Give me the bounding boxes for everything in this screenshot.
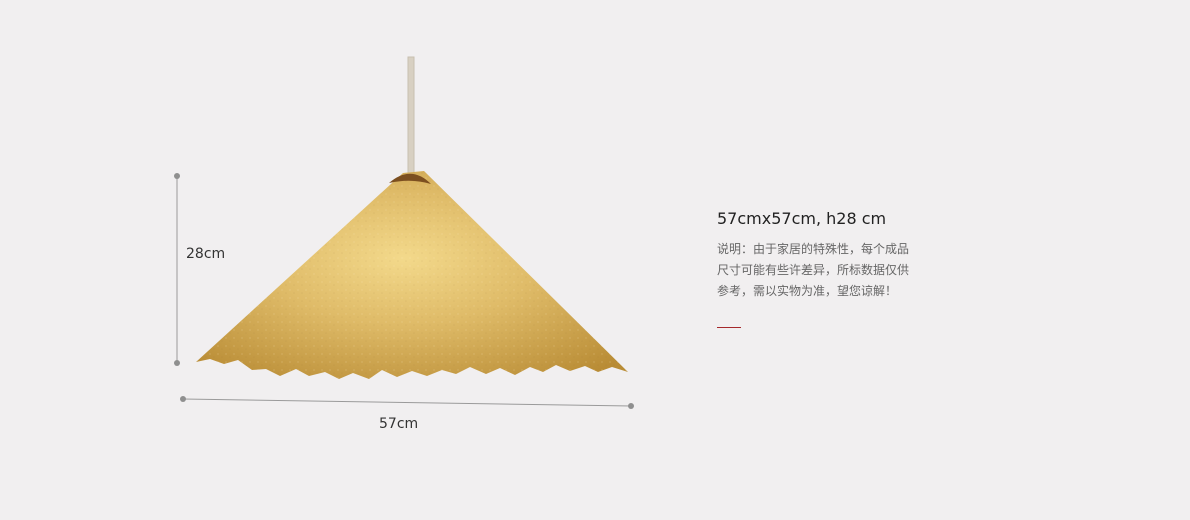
width-dimension-left-dot <box>180 396 186 402</box>
spec-title: 57cmx57cm, h28 cm <box>717 209 887 228</box>
spec-note: 说明：由于家居的特殊性，每个成品尺寸可能有些许差异，所标数据仅供参考，需以实物为… <box>717 242 910 298</box>
height-dimension-bottom-dot <box>174 360 180 366</box>
height-label: 28cm <box>186 246 226 262</box>
accent-divider <box>717 327 741 328</box>
lamp-cord <box>407 56 415 174</box>
lamp-shade-texture <box>196 171 628 379</box>
width-dimension-line <box>182 398 632 407</box>
width-dimension-right-dot <box>628 403 634 409</box>
lamp-cap <box>389 173 431 184</box>
height-dimension-top-dot <box>174 173 180 179</box>
width-label: 57cm <box>379 416 419 432</box>
